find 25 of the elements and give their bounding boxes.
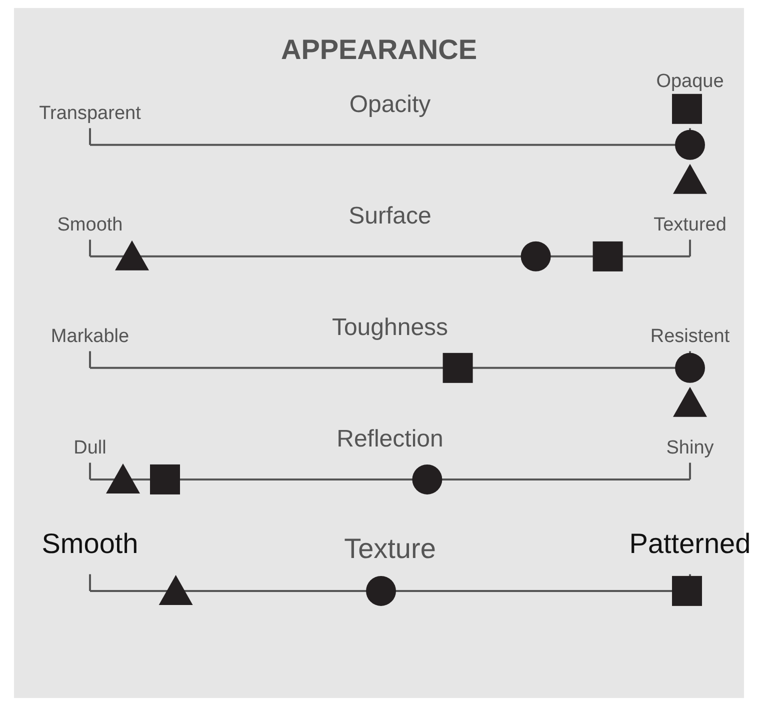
- chart-title: APPEARANCE: [280, 34, 478, 66]
- y-tick-label: Toughness: [332, 314, 448, 341]
- point: [412, 464, 442, 494]
- point: [442, 352, 473, 383]
- annotation: Resistent: [650, 326, 730, 347]
- point: [158, 574, 193, 605]
- text: Opaque: [656, 70, 724, 92]
- point: [592, 241, 623, 272]
- point: [150, 464, 180, 494]
- annotation: Markable: [50, 326, 130, 347]
- annotation: Shiny: [666, 437, 714, 458]
- y-tick-label: Reflection: [336, 425, 444, 452]
- annotation: Smooth: [42, 528, 138, 559]
- annotation: Dull: [74, 437, 106, 458]
- point: [106, 463, 140, 494]
- point: [520, 241, 551, 272]
- annotation: Transparent: [39, 102, 142, 124]
- point: [115, 240, 149, 270]
- annotation: Smooth: [57, 214, 123, 236]
- point: [366, 576, 396, 606]
- annotation: Textured: [654, 214, 726, 236]
- y-tick-label: Texture: [344, 532, 436, 564]
- annotation: Patterned: [629, 528, 751, 559]
- y-tick-label: Opacity: [349, 90, 431, 118]
- y-tick-label: Surface: [348, 202, 432, 230]
